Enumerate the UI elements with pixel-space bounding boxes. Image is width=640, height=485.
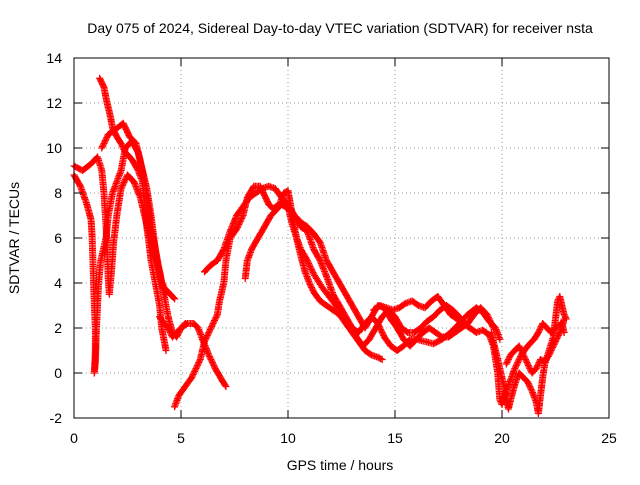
- x-axis-label: GPS time / hours: [287, 457, 394, 473]
- y-tick-label-0: -2: [50, 410, 63, 426]
- axis-ticks: 0 5 10 15 20 25 -2 0 2 4 6 8 10 12 14: [46, 50, 617, 446]
- grid: [74, 58, 609, 418]
- series-trace-12-markers: [156, 313, 189, 341]
- series-trace-8: [284, 200, 504, 354]
- x-tick-label-0: 0: [70, 430, 78, 446]
- data-series: [70, 74, 570, 417]
- x-tick-label-1: 5: [177, 430, 185, 446]
- y-tick-label-5: 8: [54, 185, 62, 201]
- y-axis-label: SDTVAR / TECUs: [6, 182, 22, 294]
- series-trace-11: [502, 315, 568, 377]
- series-trace-10-markers: [487, 293, 570, 417]
- x-tick-label-2: 10: [280, 430, 296, 446]
- y-tick-label-8: 14: [46, 50, 62, 66]
- series-trace-10: [487, 293, 570, 417]
- y-tick-label-4: 6: [54, 230, 62, 246]
- y-tick-label-1: 0: [54, 365, 62, 381]
- y-tick-label-6: 10: [46, 140, 62, 156]
- series-trace-11-markers: [502, 315, 568, 377]
- series-trace-12: [156, 313, 189, 341]
- chart-title: Day 075 of 2024, Sidereal Day-to-day VTE…: [87, 20, 593, 36]
- series-trace-8-markers: [284, 200, 504, 354]
- series-trace-4-markers: [98, 119, 170, 298]
- series-trace-6: [201, 182, 470, 350]
- x-tick-label-3: 15: [387, 430, 403, 446]
- series-trace-5-markers: [171, 182, 386, 411]
- y-tick-label-3: 4: [54, 275, 62, 291]
- series-trace-5: [171, 182, 386, 411]
- x-tick-label-4: 20: [494, 430, 510, 446]
- series-trace-4: [98, 119, 170, 298]
- series-trace-6-markers: [201, 182, 470, 350]
- y-tick-label-7: 12: [46, 95, 62, 111]
- y-tick-label-2: 2: [54, 320, 62, 336]
- x-tick-label-5: 25: [601, 430, 617, 446]
